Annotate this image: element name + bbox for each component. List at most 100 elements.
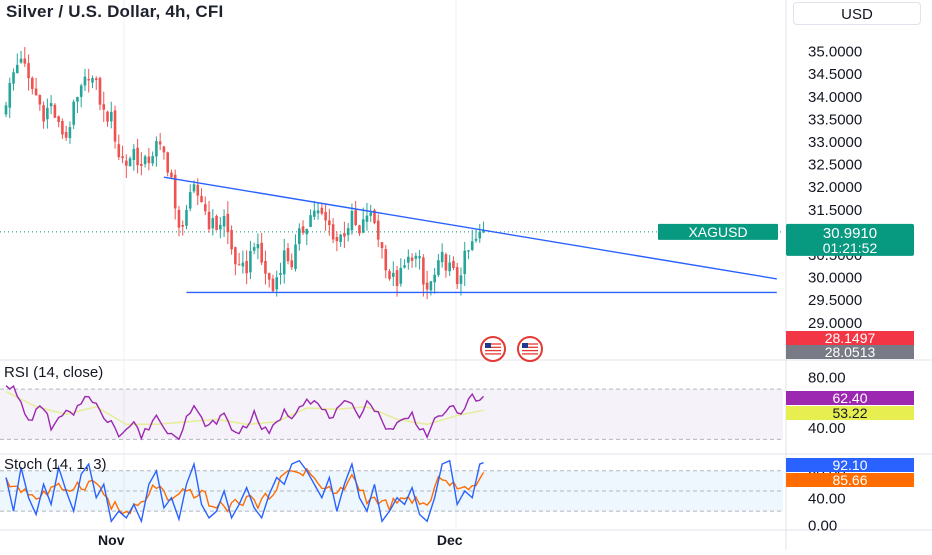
candle <box>222 209 226 237</box>
current-price-box[interactable] <box>786 223 914 256</box>
candle <box>42 101 45 129</box>
price-tick-label: 30.0000 <box>808 270 862 287</box>
candle-body <box>23 58 27 64</box>
candle <box>245 250 248 285</box>
candle-body <box>297 228 301 244</box>
candle <box>282 238 286 284</box>
descending-trendline[interactable] <box>163 176 777 280</box>
candle-body <box>136 147 139 166</box>
candle <box>395 265 399 297</box>
candle <box>271 274 275 293</box>
candle-body <box>4 105 8 115</box>
candle-body <box>230 230 233 250</box>
candle <box>399 258 403 287</box>
candle <box>200 188 203 203</box>
candle <box>279 262 282 285</box>
candle-body <box>279 273 282 275</box>
candle <box>27 54 30 91</box>
candle <box>328 208 331 236</box>
candle <box>64 125 68 141</box>
candle-body <box>12 72 15 84</box>
candle <box>177 206 181 237</box>
candle <box>252 242 256 255</box>
candle <box>301 220 305 235</box>
candle <box>260 233 263 266</box>
candle-body <box>188 192 192 209</box>
candle <box>72 99 75 129</box>
candle-body <box>444 254 448 271</box>
candle <box>19 50 23 64</box>
candle-body <box>155 141 158 157</box>
candle <box>339 233 342 247</box>
candle <box>158 133 162 151</box>
candle-body <box>207 211 211 230</box>
candle-body <box>437 260 440 276</box>
candle-body <box>425 282 429 290</box>
candle-body <box>346 228 350 236</box>
candle <box>354 200 357 227</box>
candle-body <box>470 241 474 250</box>
candle <box>324 204 327 231</box>
candle <box>403 259 406 269</box>
candle <box>181 220 185 236</box>
candle-body <box>339 234 342 243</box>
candle-body <box>192 184 196 192</box>
candle-body <box>234 247 237 265</box>
candle-body <box>109 111 113 122</box>
candle-body <box>147 156 151 164</box>
candle-body <box>237 264 241 266</box>
candle <box>361 207 365 234</box>
candle-body <box>106 111 109 122</box>
stoch-value-bg <box>786 473 914 487</box>
currency-selector[interactable]: USD <box>793 2 921 25</box>
candle <box>234 246 237 276</box>
candle-body <box>391 272 395 277</box>
us-events-flag-icon[interactable] <box>480 336 543 362</box>
candle <box>125 154 128 179</box>
price-label: 28.0513 <box>825 344 876 360</box>
candle-body <box>166 152 169 173</box>
candle <box>369 204 373 222</box>
candle <box>452 256 455 271</box>
rsi-tick-label: 40.00 <box>808 420 846 437</box>
candle-body <box>117 144 121 158</box>
candle-body <box>343 233 346 237</box>
price-tick-label: 32.0000 <box>808 179 862 196</box>
candle <box>391 261 395 286</box>
candle <box>305 228 309 246</box>
candle-body <box>380 242 384 249</box>
rsi-value-label: 62.40 <box>832 390 867 406</box>
candle-body <box>350 210 354 231</box>
candle-body <box>429 281 433 291</box>
price-label-bg <box>786 345 914 359</box>
stoch-pane-title[interactable]: Stoch (14, 1, 3) <box>4 456 107 473</box>
candle-body <box>335 237 339 242</box>
candle-body <box>467 250 470 252</box>
candle <box>155 136 158 167</box>
candle <box>346 223 350 242</box>
candle <box>87 68 91 93</box>
candle-body <box>91 77 94 83</box>
candle <box>8 77 12 119</box>
candle-body <box>407 256 410 263</box>
candle-body <box>354 210 357 226</box>
candle-body <box>181 225 185 227</box>
stoch-k-line <box>5 459 484 524</box>
candle-body <box>328 220 331 226</box>
candle-body <box>128 158 132 167</box>
candle <box>143 154 147 168</box>
candle-body <box>83 76 87 86</box>
candle-body <box>15 64 19 74</box>
current-price-value: 30.9910 <box>823 225 877 242</box>
candle-body <box>196 184 200 196</box>
rsi-pane-title[interactable]: RSI (14, close) <box>4 364 104 381</box>
price-axis: 35.0000 34.5000 34.0000 33.5000 33.0000 32.50… <box>98 44 914 548</box>
candle-body <box>331 224 335 240</box>
rsi-line <box>5 384 485 441</box>
candle-body <box>410 257 414 261</box>
candle-body <box>200 195 203 203</box>
candle <box>309 209 312 228</box>
